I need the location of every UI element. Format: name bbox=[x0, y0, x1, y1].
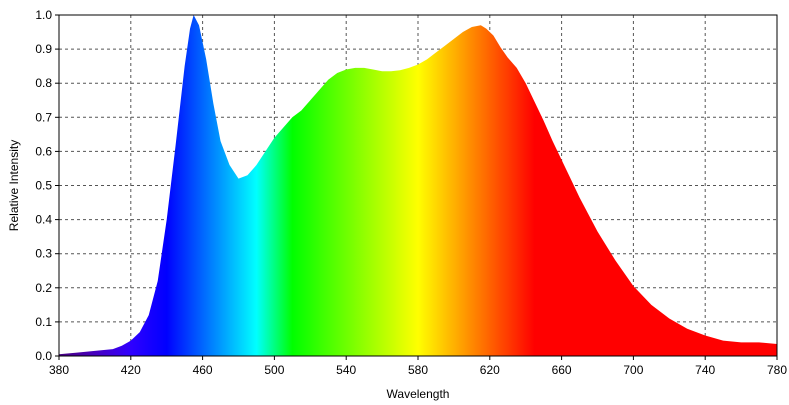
y-tick-label: 0.5 bbox=[35, 179, 52, 193]
y-tick-label: 0.1 bbox=[35, 315, 52, 329]
x-tick-label: 620 bbox=[480, 363, 500, 377]
x-tick-label: 420 bbox=[121, 363, 141, 377]
x-tick-labels: 380 420 460 500 540 580 620 660 700 740 780 bbox=[49, 363, 787, 377]
y-tick-label: 1.0 bbox=[35, 8, 52, 22]
x-tick-label: 580 bbox=[408, 363, 428, 377]
y-tick-label: 0.4 bbox=[35, 213, 52, 227]
x-tick-label: 380 bbox=[49, 363, 69, 377]
x-tick-label: 780 bbox=[767, 363, 787, 377]
y-tick-label: 0.2 bbox=[35, 281, 52, 295]
y-tick-labels: 0.0 0.1 0.2 0.3 0.4 0.5 0.6 0.7 0.8 0.9 1.0 bbox=[35, 8, 52, 363]
x-tick-label: 540 bbox=[336, 363, 356, 377]
x-tick-label: 500 bbox=[264, 363, 284, 377]
y-axis-title: Relative Intensity bbox=[7, 140, 21, 231]
tick-marks bbox=[55, 14, 778, 360]
y-tick-label: 0.7 bbox=[35, 110, 52, 124]
y-tick-label: 0.8 bbox=[35, 76, 52, 90]
x-axis-title: Wavelength bbox=[387, 387, 450, 401]
y-tick-label: 0.9 bbox=[35, 42, 52, 56]
x-tick-label: 700 bbox=[623, 363, 643, 377]
y-tick-label: 0.6 bbox=[35, 144, 52, 158]
x-tick-label: 460 bbox=[193, 363, 213, 377]
spectrum-area bbox=[59, 15, 777, 356]
y-tick-label: 0.3 bbox=[35, 247, 52, 261]
y-tick-label: 0.0 bbox=[35, 349, 52, 363]
x-tick-label: 740 bbox=[695, 363, 715, 377]
x-tick-label: 660 bbox=[552, 363, 572, 377]
